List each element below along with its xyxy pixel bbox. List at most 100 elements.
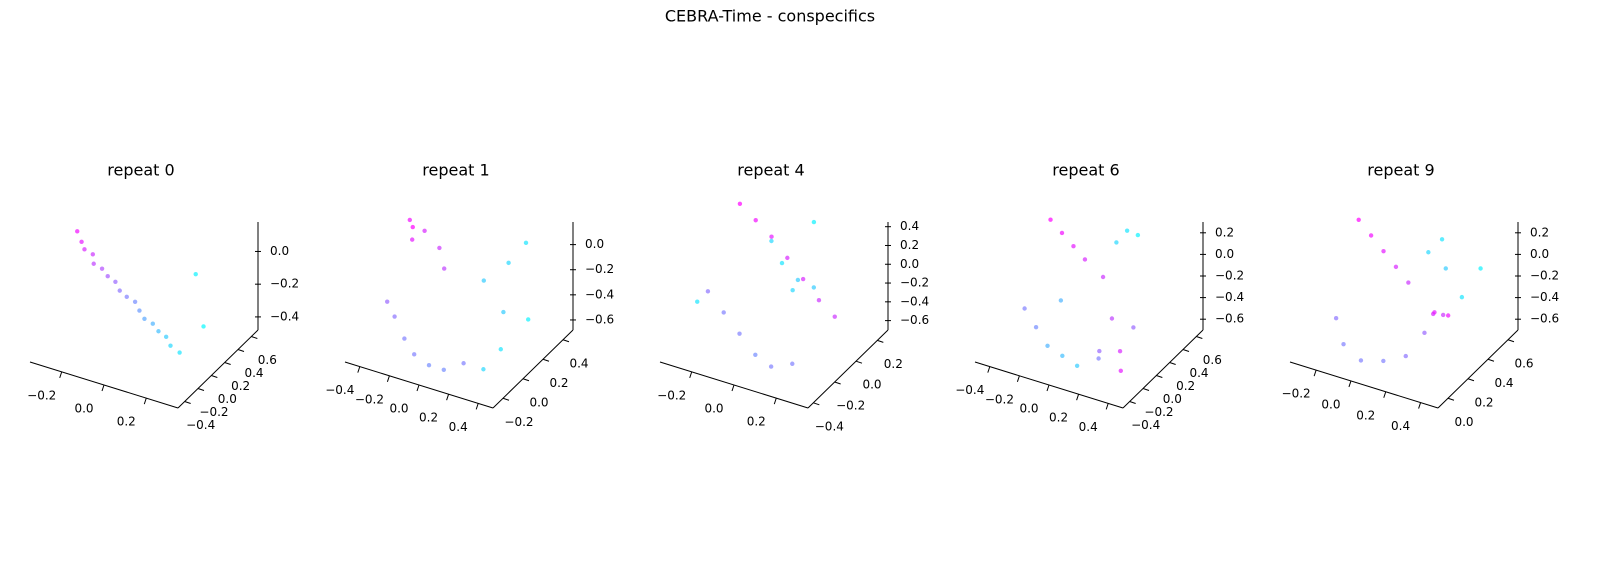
- point: [410, 224, 415, 230]
- point: [785, 255, 790, 261]
- y-tick-label: 0.2: [884, 357, 903, 371]
- point: [1459, 294, 1465, 300]
- point: [1117, 349, 1123, 354]
- x-tick: [101, 384, 105, 392]
- z-tick-label: −0.6: [1530, 312, 1559, 326]
- point: [1341, 341, 1346, 347]
- x-tick: [1076, 394, 1080, 401]
- y-tick: [1129, 401, 1136, 404]
- point: [1439, 237, 1445, 242]
- z-tick-label: 0.0: [1215, 247, 1234, 261]
- point: [99, 266, 105, 271]
- point: [1058, 298, 1064, 303]
- x-tick-label: −0.2: [355, 392, 384, 406]
- figure-title: CEBRA-Time - conspecifics: [665, 7, 875, 26]
- x-tick-label: 0.2: [419, 411, 438, 425]
- point: [526, 317, 531, 322]
- x-tick-label: 0.2: [117, 415, 136, 429]
- x-tick: [1046, 384, 1050, 392]
- y-tick-label: 0.0: [529, 395, 548, 409]
- point: [117, 288, 122, 293]
- point: [82, 247, 87, 252]
- x-tick-label: 0.4: [449, 420, 468, 434]
- y-tick: [1182, 349, 1190, 352]
- y-tick-label: 0.2: [1176, 379, 1195, 393]
- x-tick-label: −0.2: [1282, 387, 1311, 401]
- point: [795, 277, 801, 283]
- y-tick: [502, 397, 510, 401]
- point: [1358, 358, 1364, 363]
- point: [753, 352, 758, 358]
- z-tick-label: 0.2: [1215, 225, 1234, 239]
- z-tick-label: −0.6: [900, 313, 929, 327]
- point: [1406, 280, 1411, 285]
- point: [1082, 257, 1088, 262]
- x-tick: [446, 394, 450, 401]
- point: [168, 343, 173, 348]
- point: [769, 234, 774, 239]
- z-tick-label: −0.4: [585, 287, 614, 301]
- y-axis-line: [1122, 329, 1204, 409]
- x-tick: [1016, 375, 1020, 382]
- point: [790, 288, 795, 293]
- point: [1422, 330, 1427, 336]
- point: [75, 229, 80, 234]
- point: [506, 260, 511, 266]
- point: [1033, 324, 1039, 330]
- y-tick: [1156, 375, 1163, 378]
- y-axis-line: [1437, 329, 1519, 409]
- point: [1445, 313, 1451, 318]
- x-tick: [1418, 402, 1422, 409]
- point: [79, 239, 84, 245]
- point: [91, 261, 96, 266]
- y-tick-label: −0.4: [1131, 418, 1160, 432]
- y-tick-label: 0.6: [1203, 353, 1222, 367]
- point: [832, 314, 837, 319]
- y-tick-label: −0.4: [186, 418, 215, 432]
- y-tick-label: −0.2: [504, 415, 533, 429]
- z-tick-label: −0.4: [270, 309, 299, 323]
- z-tick-label: 0.2: [900, 238, 919, 252]
- point: [1443, 266, 1448, 271]
- point: [90, 252, 96, 257]
- point: [790, 361, 795, 366]
- y-axis-line: [807, 329, 889, 409]
- y-tick-label: −0.4: [815, 419, 844, 433]
- y-tick-label: 0.4: [244, 366, 263, 380]
- y-tick-label: 0.4: [569, 356, 588, 370]
- y-tick: [1507, 339, 1515, 343]
- point: [1048, 217, 1053, 222]
- x-tick: [987, 366, 991, 373]
- y-tick: [877, 339, 884, 343]
- x-tick: [1313, 369, 1317, 377]
- z-tick-label: 0.0: [900, 257, 919, 271]
- y-axis-line: [492, 329, 574, 409]
- z-tick-label: 0.2: [1530, 225, 1549, 239]
- y-tick: [1196, 336, 1203, 339]
- y-tick: [542, 358, 550, 362]
- x-tick: [1348, 380, 1352, 388]
- point: [811, 285, 817, 290]
- z-tick-label: −0.2: [585, 262, 614, 276]
- point: [705, 289, 711, 294]
- point: [142, 316, 147, 321]
- y-tick-label: −0.2: [199, 405, 228, 419]
- point: [481, 278, 486, 283]
- y-tick-label: 0.0: [218, 392, 237, 406]
- y-tick: [237, 349, 245, 352]
- point: [737, 201, 743, 206]
- x-tick-label: 0.0: [1321, 397, 1340, 411]
- x-tick-label: 0.0: [389, 402, 408, 416]
- y-tick: [224, 362, 231, 365]
- point: [1045, 343, 1050, 348]
- y-tick: [855, 360, 863, 364]
- point: [163, 334, 169, 340]
- point: [426, 363, 432, 368]
- y-tick: [1467, 378, 1475, 382]
- y-tick-label: 0.6: [258, 353, 277, 367]
- point: [811, 219, 817, 225]
- z-tick-label: −0.2: [270, 277, 299, 291]
- y-tick: [251, 336, 258, 339]
- y-tick: [1142, 388, 1150, 391]
- point: [124, 294, 129, 300]
